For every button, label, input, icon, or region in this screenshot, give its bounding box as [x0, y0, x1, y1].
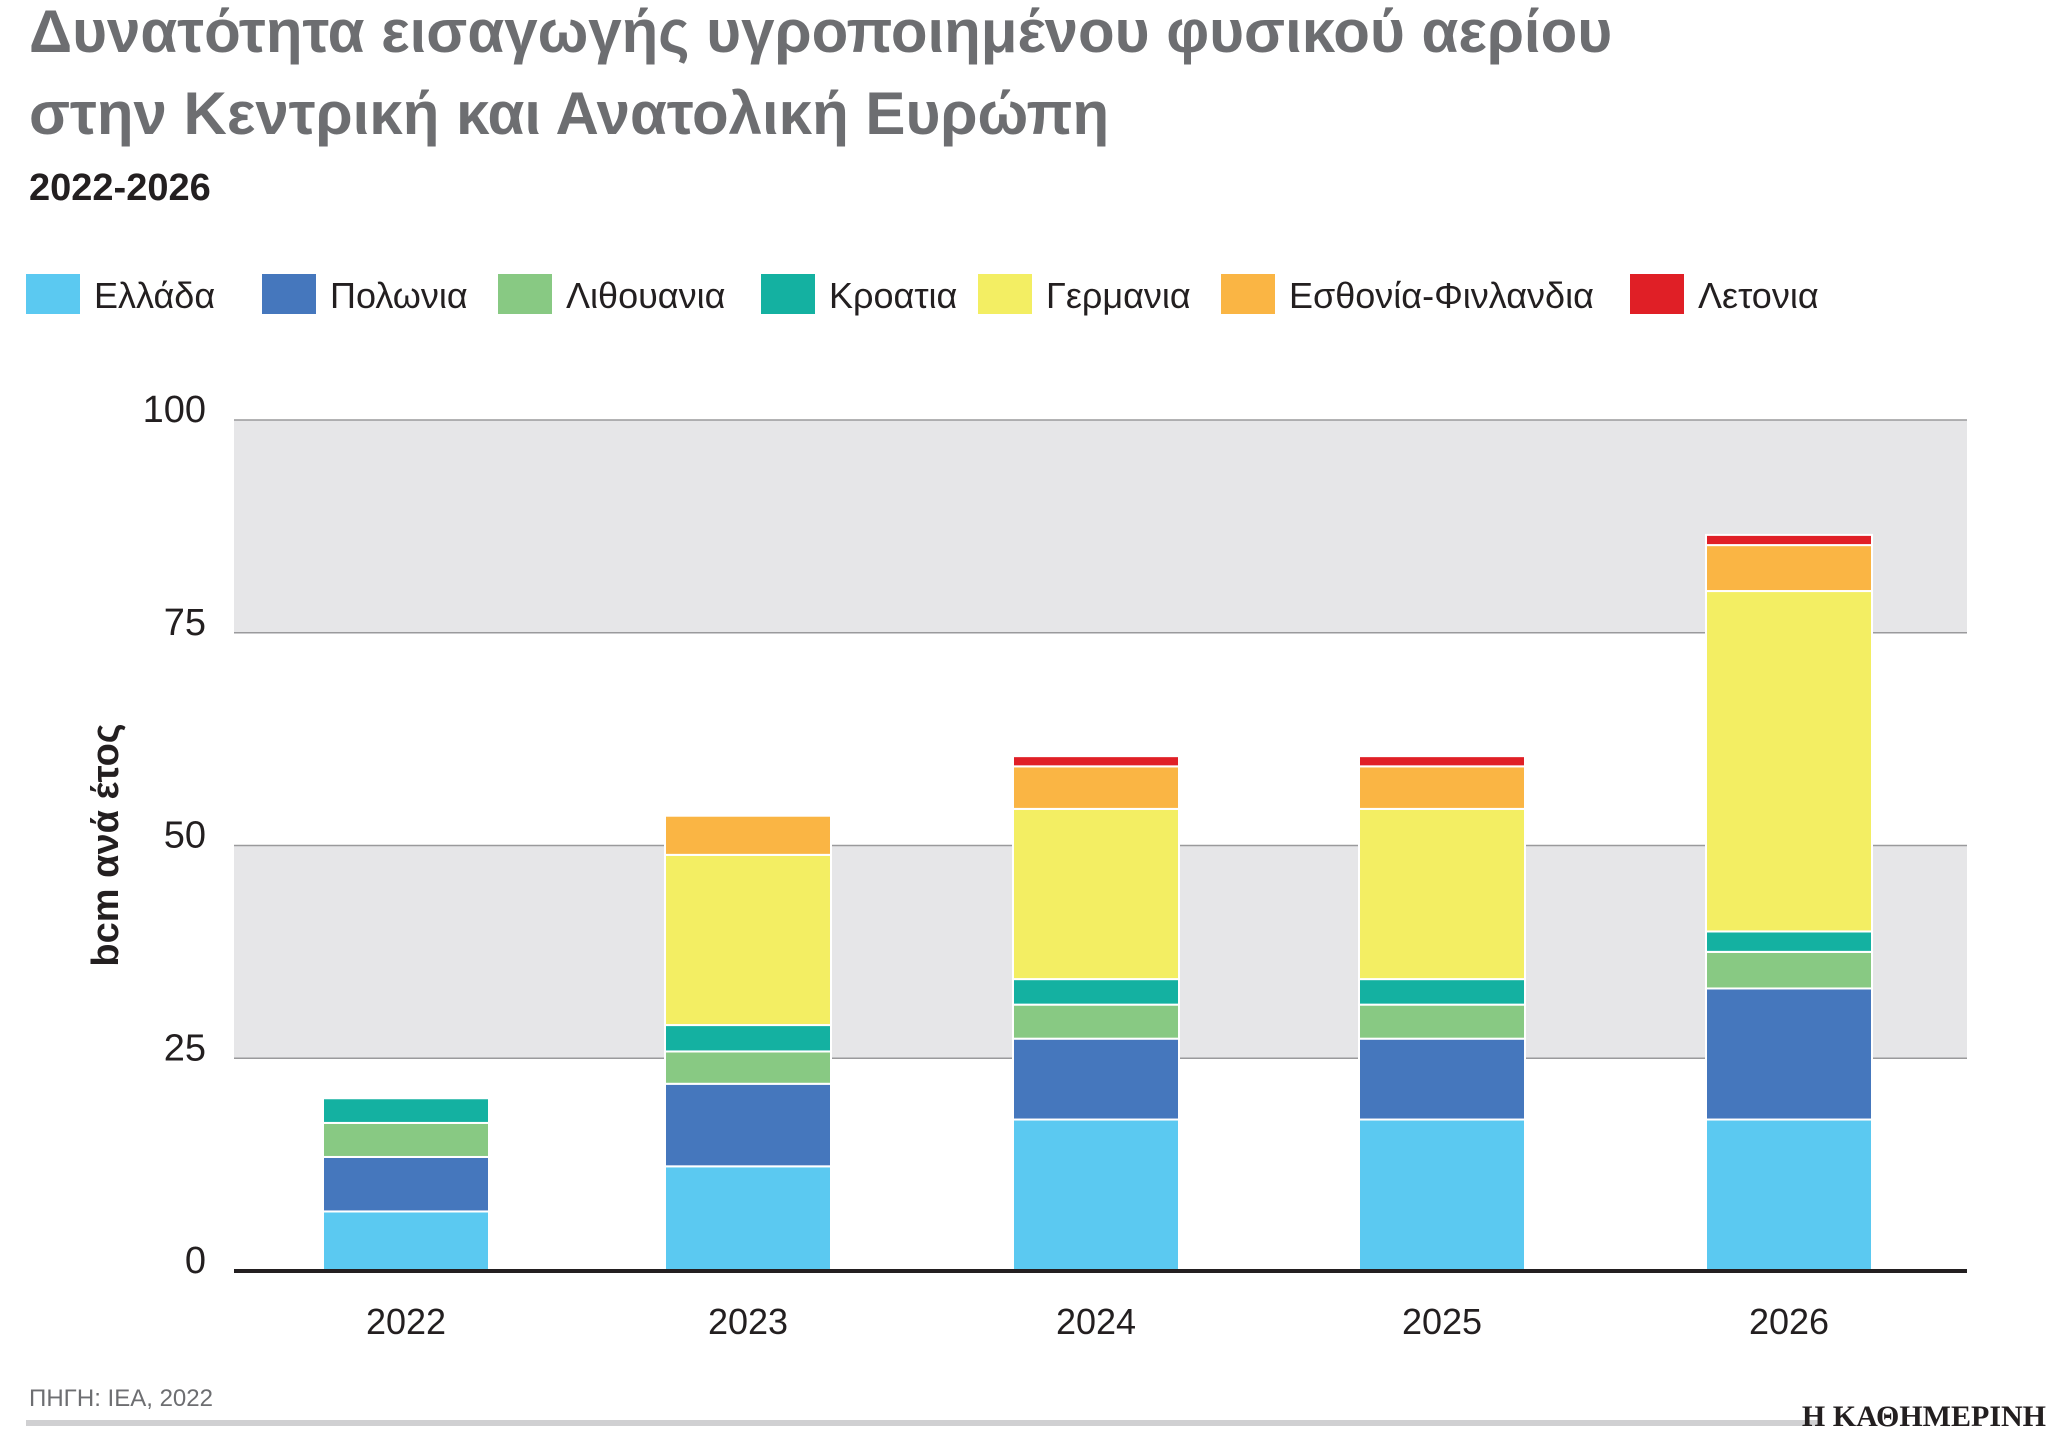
legend-label: Εσθονία-Φινλανδια: [1289, 275, 1594, 316]
bar-segment: [664, 1165, 832, 1273]
bar-segment: [664, 853, 832, 1027]
legend-swatch: [26, 274, 80, 314]
bar-segment: [1012, 807, 1180, 981]
legend-swatch: [262, 274, 316, 314]
legend-swatch: [1630, 274, 1684, 314]
legend-swatch: [761, 274, 815, 314]
bar-segment: [1705, 1118, 1873, 1272]
bar-segment: [1705, 987, 1873, 1121]
bar-segment: [1012, 1037, 1180, 1121]
bar-segment: [322, 1097, 490, 1124]
y-tick-label: 50: [164, 815, 206, 857]
bar-segment: [322, 1121, 490, 1158]
bar-segment: [664, 1024, 832, 1053]
bar-segment: [1012, 1118, 1180, 1272]
legend-swatch: [498, 274, 552, 314]
bar-segment: [1705, 590, 1873, 933]
bar-segment: [1705, 930, 1873, 953]
bar-segment: [664, 814, 832, 856]
bar-segment: [1705, 950, 1873, 990]
bar-segment: [1012, 1003, 1180, 1040]
bar-segment: [664, 1082, 832, 1168]
legend-swatch: [978, 274, 1032, 314]
bar-segment: [664, 1050, 832, 1085]
bar-segment: [1012, 765, 1180, 810]
chart-subtitle: 2022-2026: [29, 167, 211, 209]
x-tick-label: 2024: [1056, 1301, 1136, 1342]
bar-segment: [1358, 765, 1526, 810]
x-tick-label: 2023: [708, 1301, 788, 1342]
bar-segment: [322, 1210, 490, 1273]
bar-segment: [1012, 755, 1180, 768]
legend-label: Πολωνια: [330, 275, 468, 316]
chart-title: Δυνατότητα εισαγωγής υγροποιημένου φυσικ…: [29, 0, 1612, 65]
bar-segment: [322, 1155, 490, 1213]
bar-segment: [1358, 807, 1526, 981]
y-tick-label: 25: [164, 1027, 206, 1069]
x-tick-label: 2025: [1402, 1301, 1482, 1342]
bar-segment: [1358, 978, 1526, 1006]
legend-label: Γερμανια: [1046, 275, 1191, 316]
bar-segment: [1705, 544, 1873, 593]
chart-title: στην Κεντρική και Ανατολική Ευρώπη: [29, 80, 1109, 147]
y-tick-label: 0: [185, 1240, 206, 1282]
bar-segment: [1705, 533, 1873, 547]
bar-segment: [1358, 755, 1526, 768]
grid-band: [234, 420, 1967, 633]
source: ΠΗΓΗ: IEA, 2022: [29, 1385, 213, 1412]
y-tick-label: 100: [143, 389, 206, 431]
bar-segment: [1358, 1037, 1526, 1121]
legend-swatch: [1221, 274, 1275, 314]
y-axis-label: bcm ανά έτος: [85, 723, 127, 966]
bar-segment: [1358, 1003, 1526, 1040]
x-tick-label: 2026: [1749, 1301, 1829, 1342]
legend-label: Κροατια: [829, 275, 957, 316]
brand: Η ΚΑΘΗΜΕΡΙΝΗ: [1802, 1400, 2046, 1433]
x-tick-label: 2022: [366, 1301, 446, 1342]
legend-label: Λιθουανια: [566, 275, 725, 316]
legend-label: Λετονια: [1698, 275, 1819, 316]
legend-label: Ελλάδα: [94, 275, 215, 316]
y-tick-label: 75: [164, 602, 206, 644]
bar-segment: [1358, 1118, 1526, 1272]
bar-segment: [1012, 978, 1180, 1006]
